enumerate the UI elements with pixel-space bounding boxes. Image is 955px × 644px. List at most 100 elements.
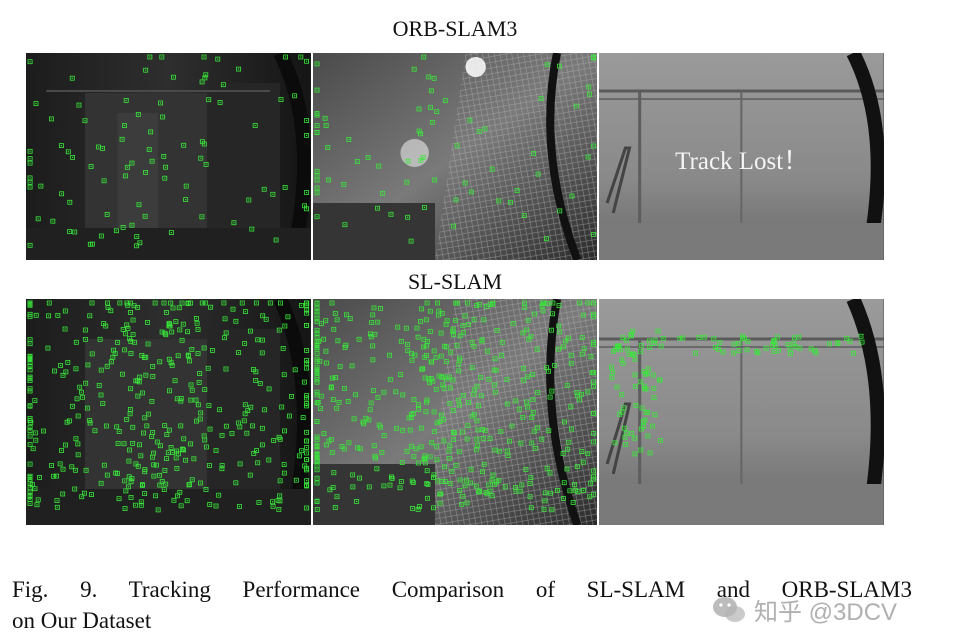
feature-marker bbox=[304, 450, 310, 456]
feature-marker bbox=[403, 325, 409, 331]
feature-marker-center bbox=[29, 376, 31, 378]
feature-marker bbox=[590, 491, 596, 497]
feature-marker-center bbox=[416, 327, 418, 329]
feature-marker bbox=[242, 402, 248, 408]
feature-marker-center bbox=[29, 475, 31, 477]
feature-marker-center bbox=[556, 489, 558, 491]
feature-marker bbox=[745, 338, 751, 344]
feature-marker bbox=[84, 405, 90, 411]
feature-marker bbox=[166, 427, 172, 433]
feature-marker-center bbox=[290, 395, 293, 397]
feature-marker bbox=[529, 415, 534, 420]
feature-marker-center bbox=[316, 113, 318, 115]
feature-marker bbox=[280, 346, 286, 351]
feature-marker-center bbox=[114, 353, 116, 355]
feature-marker-center bbox=[203, 56, 205, 58]
feature-marker-center bbox=[273, 439, 275, 442]
feature-marker bbox=[67, 229, 73, 234]
feature-marker-center bbox=[316, 394, 318, 396]
scene-image bbox=[599, 53, 885, 260]
feature-marker bbox=[579, 351, 585, 357]
feature-marker bbox=[134, 234, 140, 240]
feature-marker bbox=[245, 408, 251, 413]
feature-marker-center bbox=[103, 180, 105, 182]
feature-marker-center bbox=[79, 386, 81, 388]
feature-marker-center bbox=[316, 347, 318, 349]
feature-marker bbox=[266, 386, 272, 392]
feature-marker-center bbox=[420, 368, 423, 370]
feature-marker bbox=[145, 319, 150, 325]
feature-marker-center bbox=[165, 458, 168, 460]
feature-marker-center bbox=[125, 490, 127, 492]
feature-marker bbox=[431, 428, 437, 434]
feature-marker bbox=[83, 467, 89, 473]
feature-marker bbox=[128, 351, 134, 356]
feature-marker bbox=[556, 208, 562, 214]
feature-marker-center bbox=[241, 302, 243, 304]
feature-marker bbox=[626, 352, 632, 357]
feature-marker bbox=[292, 93, 298, 99]
feature-marker-center bbox=[484, 429, 486, 431]
feature-marker-center bbox=[121, 138, 123, 140]
feature-marker-center bbox=[132, 426, 134, 428]
feature-marker bbox=[436, 373, 442, 379]
feature-marker-center bbox=[401, 394, 404, 396]
feature-marker bbox=[82, 327, 88, 333]
feature-marker-center bbox=[536, 427, 538, 429]
feature-marker bbox=[159, 479, 165, 484]
feature-marker-center bbox=[591, 371, 593, 374]
feature-marker bbox=[365, 155, 371, 160]
feature-marker bbox=[27, 242, 33, 248]
feature-marker-center bbox=[540, 98, 542, 100]
feature-marker-center bbox=[244, 311, 247, 313]
feature-marker-center bbox=[649, 452, 651, 454]
feature-marker bbox=[346, 137, 351, 142]
feature-marker bbox=[122, 123, 127, 128]
feature-marker bbox=[736, 341, 742, 346]
feature-marker bbox=[425, 74, 431, 80]
feature-marker bbox=[60, 491, 66, 497]
feature-marker-center bbox=[532, 152, 534, 155]
feature-marker-center bbox=[546, 64, 548, 66]
feature-marker-center bbox=[444, 481, 446, 483]
feature-marker bbox=[323, 123, 329, 128]
feature-marker bbox=[449, 468, 454, 474]
feature-marker bbox=[431, 348, 437, 354]
feature-marker-center bbox=[316, 332, 318, 334]
feature-marker-center bbox=[479, 376, 481, 378]
feature-marker-center bbox=[305, 134, 308, 136]
section-title-orb-slam3: ORB-SLAM3 bbox=[392, 16, 518, 41]
feature-marker-center bbox=[536, 348, 538, 350]
feature-marker bbox=[193, 397, 199, 403]
feature-marker-center bbox=[34, 488, 36, 490]
feature-marker-center bbox=[316, 421, 318, 423]
feature-marker bbox=[579, 335, 585, 340]
feature-marker bbox=[197, 416, 203, 422]
feature-marker-center bbox=[64, 310, 66, 312]
feature-marker bbox=[544, 62, 550, 68]
feature-marker bbox=[341, 386, 347, 391]
feature-marker bbox=[154, 439, 160, 445]
feature-marker-center bbox=[431, 380, 434, 382]
feature-marker bbox=[547, 490, 553, 496]
feature-marker bbox=[161, 154, 167, 159]
feature-marker-center bbox=[332, 472, 335, 474]
feature-marker-center bbox=[451, 379, 454, 381]
feature-marker bbox=[652, 412, 658, 418]
feature-marker-center bbox=[322, 433, 325, 435]
feature-marker bbox=[334, 317, 340, 323]
feature-marker-center bbox=[444, 100, 446, 102]
feature-marker-center bbox=[453, 432, 455, 434]
feature-marker bbox=[27, 184, 33, 190]
feature-marker-center bbox=[305, 312, 308, 314]
feature-marker bbox=[27, 160, 33, 166]
feature-marker bbox=[438, 330, 444, 336]
feature-marker-center bbox=[189, 443, 192, 445]
feature-marker-center bbox=[159, 361, 161, 363]
feature-marker-center bbox=[331, 377, 333, 379]
feature-marker bbox=[175, 353, 181, 359]
feature-marker bbox=[460, 393, 466, 398]
feature-marker-center bbox=[305, 405, 308, 407]
feature-marker-center bbox=[330, 387, 332, 389]
feature-marker-center bbox=[282, 347, 284, 349]
